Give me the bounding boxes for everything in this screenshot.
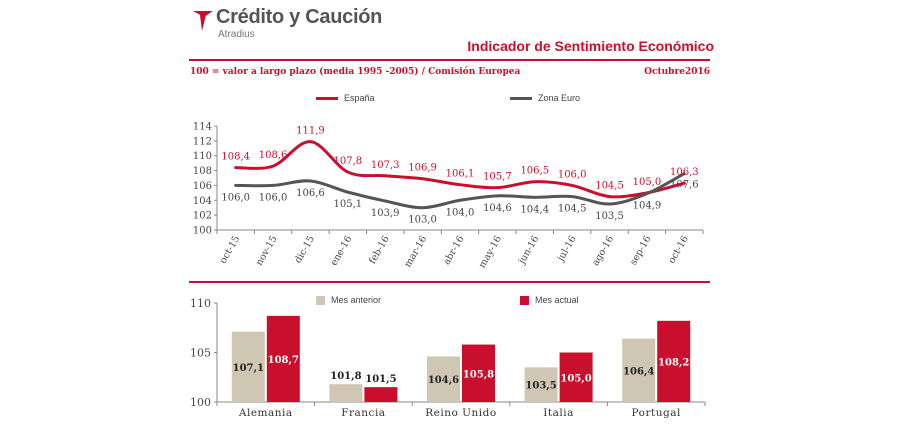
x-tick-label: ene-16 <box>329 234 355 268</box>
espana-data-label: 106,9 <box>408 163 437 174</box>
bar-label-mes-actual: 108,2 <box>658 357 689 368</box>
espana-data-label: 105,7 <box>483 172 512 183</box>
bar-chart: 100 105 110 107,1 108,7 Alemania 101,8 101,5 Fra… <box>190 297 706 419</box>
y-tick-label: 112 <box>193 136 212 147</box>
bar-mes-anterior <box>231 331 265 402</box>
bar-label-mes-anterior: 106,4 <box>623 366 654 377</box>
chart-date: Octubre2016 <box>644 67 710 77</box>
legend-mes-anterior: Mes anterior <box>316 295 381 305</box>
x-tick-label: oct-16 <box>666 234 691 266</box>
espana-data-label: 108,4 <box>221 152 250 163</box>
bar-mes-anterior <box>524 367 558 402</box>
bar-category-label: Portugal <box>632 407 681 419</box>
x-tick-label: feb-16 <box>367 234 392 266</box>
zona-euro-data-label: 103,9 <box>371 208 400 219</box>
zona-euro-data-label: 104,4 <box>520 204 549 215</box>
title-rule <box>189 59 710 61</box>
zona-euro-data-label: 105,1 <box>334 199 363 210</box>
espana-data-label: 106,5 <box>520 166 549 177</box>
bar-mes-actual <box>364 387 398 402</box>
zona-euro-data-label: 104,5 <box>558 204 587 215</box>
legend-mes-actual-swatch <box>520 295 529 305</box>
zona-euro-data-label: 106,6 <box>296 188 325 199</box>
zona-euro-data-label: 103,0 <box>408 215 437 226</box>
x-tick-label: may-16 <box>477 234 504 270</box>
x-tick-label: nov-15 <box>254 234 280 268</box>
espana-data-label: 108,6 <box>259 150 288 161</box>
page-title: Indicador de Sentimiento Económico <box>467 38 714 54</box>
espana-data-label: 106,0 <box>558 169 587 180</box>
bar-category-label: Alemania <box>238 407 293 419</box>
bar-mes-actual <box>657 320 691 402</box>
bar-mes-anterior <box>622 338 656 402</box>
section-rule <box>189 281 710 283</box>
espana-data-label: 104,5 <box>595 181 624 192</box>
legend-espana-swatch <box>316 96 338 100</box>
y-tick-label: 106 <box>193 181 212 192</box>
x-tick-label: abr-16 <box>441 234 466 267</box>
bar-category-label: Francia <box>341 407 385 419</box>
bar-category-label: Italia <box>543 407 574 419</box>
x-tick-label: dic-15 <box>293 234 317 265</box>
legend-zona-euro-swatch <box>510 96 532 100</box>
bar-label-mes-actual: 108,7 <box>268 355 299 366</box>
bar-mes-anterior <box>427 356 460 402</box>
bar-category-label: Reino Unido <box>425 407 496 419</box>
y-tick-label: 110 <box>193 151 212 162</box>
zona-euro-data-label: 107,6 <box>670 180 699 191</box>
legend-mes-anterior-swatch <box>316 295 325 305</box>
espana-data-label: 107,8 <box>334 156 363 167</box>
legend-zona-euro: Zona Euro <box>510 93 580 103</box>
espana-data-label: 105,0 <box>633 177 662 188</box>
bar-label-mes-actual: 101,5 <box>365 374 396 385</box>
brand-name: Crédito y Caución <box>216 6 383 28</box>
espana-data-label: 111,9 <box>296 126 325 137</box>
bar-y-tick-label: 110 <box>190 297 211 310</box>
x-tick-label: jul-16 <box>555 234 579 264</box>
y-tick-label: 104 <box>193 196 212 207</box>
legend-mes-actual: Mes actual <box>520 295 579 305</box>
legend-mes-anterior-label: Mes anterior <box>331 295 382 305</box>
bar-label-mes-anterior: 103,5 <box>525 381 556 392</box>
bar-label-mes-anterior: 104,6 <box>428 375 459 386</box>
zona-euro-data-label: 104,0 <box>446 207 475 218</box>
bar-y-tick-label: 100 <box>190 396 211 409</box>
y-tick-label: 114 <box>193 122 212 133</box>
zona-euro-data-label: 106,0 <box>221 192 250 203</box>
bar-mes-actual <box>462 344 495 402</box>
bar-label-mes-actual: 105,0 <box>560 373 591 384</box>
legend-espana: España <box>316 93 375 103</box>
logo-icon <box>193 11 213 31</box>
x-tick-label: mar-16 <box>402 234 429 269</box>
x-tick-label: sep-16 <box>628 234 653 267</box>
bar-y-tick-label: 105 <box>190 347 211 360</box>
brand-sub: Atradius <box>218 29 255 40</box>
y-tick-label: 108 <box>193 166 212 177</box>
bar-label-mes-anterior: 101,8 <box>330 371 361 382</box>
legend-mes-actual-label: Mes actual <box>535 295 579 305</box>
x-tick-label: ago-16 <box>590 234 616 268</box>
espana-data-label: 106,1 <box>446 169 475 180</box>
espana-data-label: 106,3 <box>670 167 699 178</box>
bar-mes-actual <box>266 315 300 402</box>
zona-euro-data-label: 104,9 <box>633 201 662 212</box>
y-tick-label: 100 <box>193 226 212 237</box>
bar-label-mes-actual: 105,8 <box>463 369 494 380</box>
espana-data-label: 107,3 <box>371 160 400 171</box>
chart-subtitle: 100 = valor a largo plazo (media 1995 -2… <box>190 67 521 77</box>
line-chart: 100 102 104 106 108 110 112 114 oct-15 nov-15 dic-… <box>193 122 704 270</box>
zona-euro-data-label: 104,6 <box>483 203 512 214</box>
x-tick-label: oct-15 <box>218 234 243 266</box>
bar-mes-anterior <box>329 384 363 402</box>
x-tick-label: jun-16 <box>516 234 541 267</box>
legend-espana-label: España <box>344 93 375 103</box>
zona-euro-data-label: 106,0 <box>259 192 288 203</box>
legend-zona-euro-label: Zona Euro <box>538 93 581 103</box>
zona-euro-data-label: 103,5 <box>595 211 624 222</box>
bar-mes-actual <box>559 352 593 402</box>
y-tick-label: 102 <box>193 211 212 222</box>
bar-label-mes-anterior: 107,1 <box>233 363 264 374</box>
